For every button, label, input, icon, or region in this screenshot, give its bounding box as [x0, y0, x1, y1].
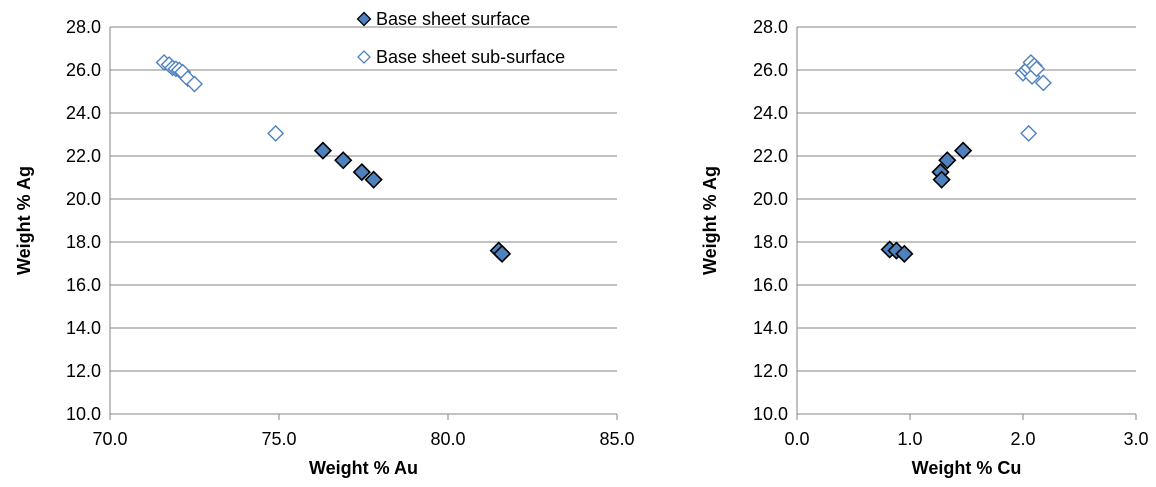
x-tick-label: 1.0 [897, 429, 922, 449]
x-tick-label: 2.0 [1010, 429, 1035, 449]
y-tick-label: 20.0 [753, 189, 788, 209]
y-axis-title: Weight % Ag [14, 166, 34, 275]
data-point-surface [313, 141, 333, 160]
y-tick-label: 24.0 [753, 103, 788, 123]
data-point-subsurface [1028, 60, 1046, 78]
legend-marker-subsurface [357, 50, 371, 64]
data-point-subsurface [1034, 74, 1052, 92]
data-point-surface [895, 244, 914, 263]
chart-panel-1: 10.0 12.0 14.0 16.0 18.0 20.0 22.0 24.0 26.0 28.0… [14, 9, 635, 478]
x-axis-title: Weight % Cu [912, 458, 1022, 478]
data-point-surface [932, 170, 951, 189]
y-tick-label: 28.0 [753, 17, 788, 37]
data-point-subsurface [1020, 124, 1038, 142]
y-tick-label: 22.0 [753, 146, 788, 166]
y-tick-label: 12.0 [753, 361, 788, 381]
y-tick-label: 16.0 [66, 275, 101, 295]
y-tick-label: 16.0 [753, 275, 788, 295]
x-axis-title: Weight % Au [309, 458, 418, 478]
y-tick-label: 12.0 [66, 361, 101, 381]
y-tick-label: 20.0 [66, 189, 101, 209]
y-tick-label: 22.0 [66, 146, 101, 166]
data-point-surface [938, 151, 957, 170]
y-tick-label: 10.0 [753, 404, 788, 424]
y-tick-label: 26.0 [753, 60, 788, 80]
x-tick-label: 3.0 [1123, 429, 1148, 449]
data-point-surface [492, 244, 512, 263]
y-tick-label: 14.0 [753, 318, 788, 338]
data-point-surface [953, 141, 973, 160]
data-point-surface [352, 162, 371, 182]
data-point-subsurface [267, 124, 285, 142]
y-tick-label: 18.0 [66, 232, 101, 252]
chart-panel-2: 10.0 12.0 14.0 16.0 18.0 20.0 22.0 24.0 26.0 28.0… [700, 17, 1149, 478]
legend-label: Base sheet surface [376, 9, 530, 29]
data-point-surface [334, 151, 353, 170]
y-tick-label: 26.0 [66, 60, 101, 80]
x-tick-label: 75.0 [261, 429, 296, 449]
legend-label: Base sheet sub-surface [376, 47, 565, 67]
legend-marker-surface [356, 11, 372, 27]
y-tick-label: 10.0 [66, 404, 101, 424]
y-tick-label: 24.0 [66, 103, 101, 123]
data-point-subsurface [186, 75, 203, 93]
y-tick-label: 28.0 [66, 17, 101, 37]
x-tick-label: 85.0 [599, 429, 634, 449]
x-tick-label: 0.0 [784, 429, 809, 449]
x-tick-label: 70.0 [92, 429, 127, 449]
data-point-surface [364, 170, 383, 189]
y-axis-title: Weight % Ag [700, 166, 720, 275]
y-tick-label: 18.0 [753, 232, 788, 252]
legend: Base sheet surface Base sheet sub-surface [356, 9, 565, 67]
y-tick-label: 14.0 [66, 318, 101, 338]
x-tick-label: 80.0 [430, 429, 465, 449]
